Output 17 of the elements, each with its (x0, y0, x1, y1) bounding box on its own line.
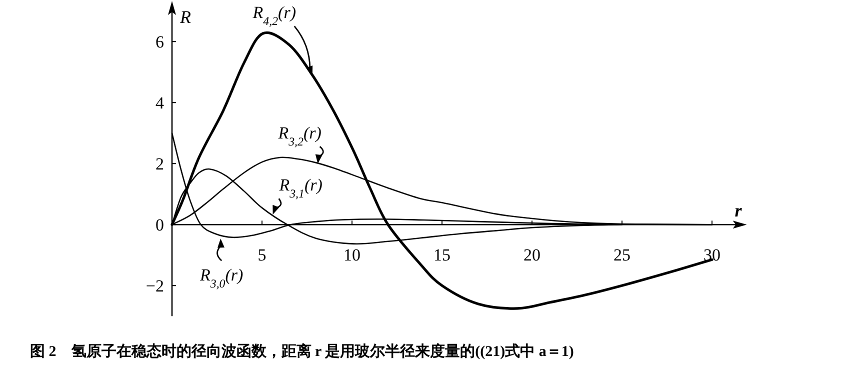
x-tick-label: 25 (614, 246, 630, 265)
y-tick-label: 2 (156, 154, 164, 174)
y-tick-label: −2 (146, 276, 164, 296)
y-axis-title: R (179, 7, 191, 27)
caption: 图 2 氢原子在稳态时的径向波函数，距离 r 是用玻尔半径来度量的((21)式中 a＝1) (30, 342, 574, 360)
y-tick-label: 0 (156, 216, 164, 235)
annotation: R$_{3,0}$(r) (198, 266, 244, 291)
x-axis-title: r (734, 200, 743, 221)
x-tick-label: 15 (434, 246, 450, 265)
annotation: R$_{3,1}$(r) (278, 176, 323, 201)
x-tick-label: 5 (258, 246, 266, 265)
annotation: R$_{3,2}$(r) (277, 124, 322, 149)
x-tick-label: 20 (524, 246, 540, 265)
annotation: R$_{4,2}$(r) (252, 3, 296, 28)
y-tick-label: 6 (156, 32, 164, 52)
y-tick-label: 4 (156, 94, 164, 113)
x-tick-label: 10 (344, 246, 360, 265)
